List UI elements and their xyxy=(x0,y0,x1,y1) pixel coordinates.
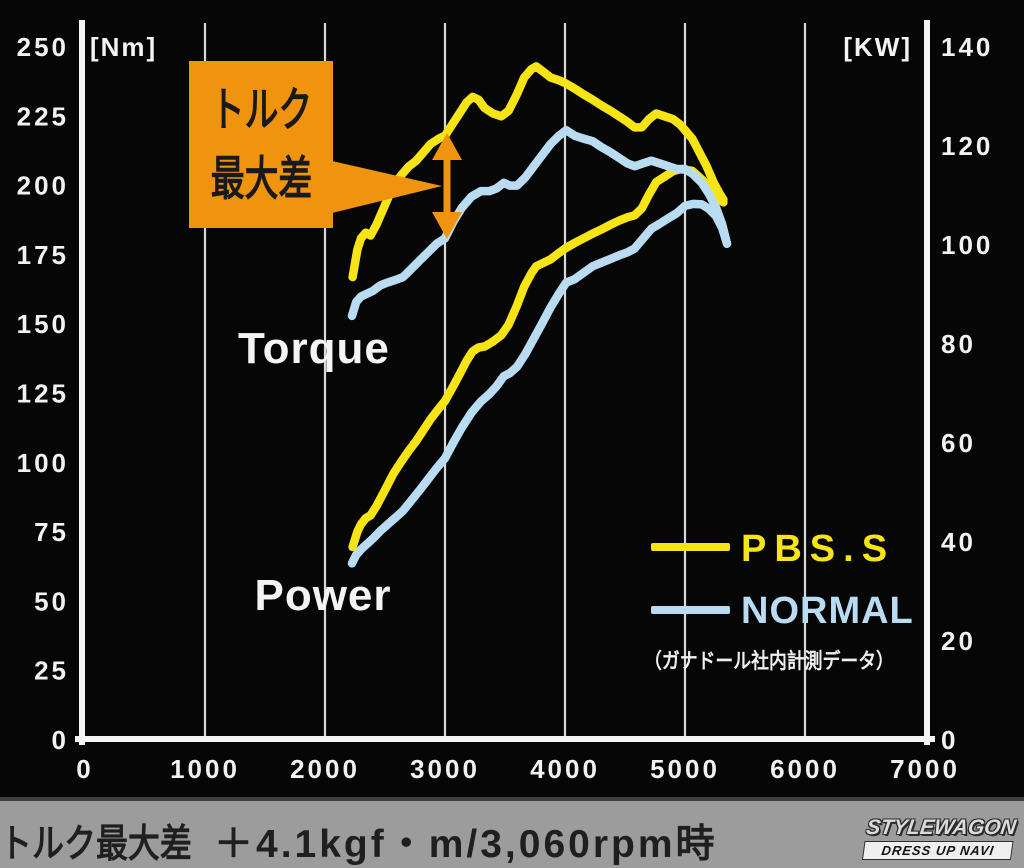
footer-label: トルク最大差 xyxy=(0,823,192,866)
left-tick-175: 175 xyxy=(17,240,69,270)
right-tick-120: 120 xyxy=(941,131,993,161)
legend-note: （ガナドール社内計測データ） xyxy=(644,650,894,673)
x-tick-1000: 1000 xyxy=(170,754,240,784)
legend-label-pbss: PBS.S xyxy=(741,528,896,570)
stylewagon-logo-top: STYLEWAGON xyxy=(864,816,1018,839)
diff-arrow-head-down-icon xyxy=(432,212,462,239)
x-tick-2000: 2000 xyxy=(290,754,360,784)
pbss-torque-curve xyxy=(348,62,728,282)
left-tick-50: 50 xyxy=(34,586,69,616)
x-tick-7000: 7000 xyxy=(890,754,960,784)
footer-text: トルク最大差 ＋4.1kgf・m/3,060rpm時 xyxy=(0,813,718,868)
right-tick-60: 60 xyxy=(941,428,976,458)
callout-line-1: トルク xyxy=(210,83,312,137)
legend-swatch-normal xyxy=(651,606,730,614)
left-axis-unit: [Nm] xyxy=(90,32,158,62)
x-tick-5000: 5000 xyxy=(650,754,720,784)
diff-arrow-shaft xyxy=(443,152,451,220)
torque-curves-label: Torque xyxy=(238,324,390,373)
torque-max-diff-callout-text: トルク 最大差 xyxy=(210,76,312,212)
left-tick-250: 250 xyxy=(17,32,69,62)
left-tick-225: 225 xyxy=(17,101,69,131)
right-tick-80: 80 xyxy=(941,329,976,359)
left-tick-150: 150 xyxy=(17,309,69,339)
torque-max-diff-callout: トルク 最大差 xyxy=(189,61,333,228)
right-tick-20: 20 xyxy=(941,626,976,656)
torque-diff-annotation xyxy=(332,133,462,239)
normal-power-curve xyxy=(347,199,732,568)
legend-label-normal: NORMAL xyxy=(741,590,914,632)
x-tick-6000: 6000 xyxy=(770,754,840,784)
stylewagon-logo-bottom: DRESS UP NAVI xyxy=(861,841,1014,860)
left-tick-125: 125 xyxy=(17,379,69,409)
right-tick-40: 40 xyxy=(941,527,976,557)
dyno-chart: 0 25 50 75 100 125 150 175 200 225 250 0 20 40 60 80 100… xyxy=(16,20,993,784)
power-curves-label: Power xyxy=(254,571,392,620)
right-tick-100: 100 xyxy=(941,230,993,260)
dyno-chart-svg: 0 25 50 75 100 125 150 175 200 225 250 0 20 40 60 80 100… xyxy=(17,20,993,784)
pbss-power-curve xyxy=(348,165,728,552)
legend-swatch-pbss xyxy=(651,543,730,551)
x-tick-0: 0 xyxy=(76,754,93,784)
footer-bar: トルク最大差 ＋4.1kgf・m/3,060rpm時 STYLEWAGON DRE… xyxy=(0,797,1024,868)
normal-torque-curve xyxy=(347,125,732,321)
right-tick-0: 0 xyxy=(941,725,958,755)
left-tick-200: 200 xyxy=(17,171,69,201)
left-tick-75: 75 xyxy=(34,517,69,547)
x-tick-4000: 4000 xyxy=(530,754,600,784)
footer-value: ＋4.1kgf・m/3,060rpm時 xyxy=(214,823,718,866)
x-tick-3000: 3000 xyxy=(410,754,480,784)
callout-line-2: 最大差 xyxy=(210,151,312,205)
left-tick-100: 100 xyxy=(17,448,69,478)
diff-arrow-head-up-icon xyxy=(432,133,462,160)
callout-pointer-triangle xyxy=(332,161,442,213)
right-tick-140: 140 xyxy=(941,32,993,62)
stylewagon-logo: STYLEWAGON DRESS UP NAVI xyxy=(861,816,1018,860)
right-axis-unit: [KW] xyxy=(843,32,912,62)
left-tick-25: 25 xyxy=(34,656,69,686)
left-tick-0: 0 xyxy=(52,725,69,755)
